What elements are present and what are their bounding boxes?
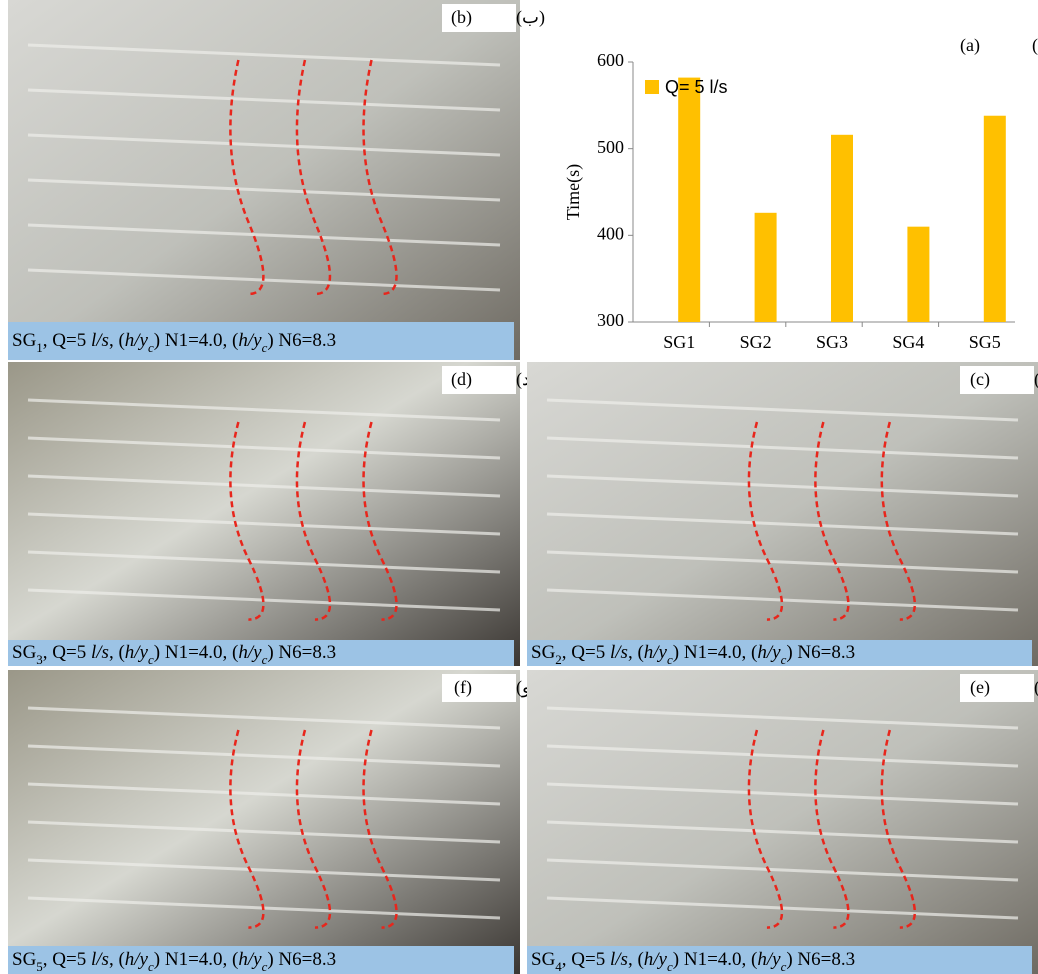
bar bbox=[984, 116, 1006, 322]
caption-part: h/y bbox=[757, 949, 781, 970]
caption-part: h/y bbox=[125, 642, 149, 663]
photo bbox=[527, 670, 1038, 974]
caption-part: l/s bbox=[91, 330, 109, 351]
panel-label: (c) bbox=[970, 369, 990, 390]
caption-part: ) N1=4.0, ( bbox=[154, 330, 239, 351]
caption-part: , ( bbox=[109, 642, 125, 663]
bar bbox=[755, 213, 777, 322]
y-axis-title: Time(s) bbox=[563, 164, 584, 220]
caption-part: , Q=5 bbox=[562, 949, 610, 970]
caption-part: h/y bbox=[238, 330, 262, 351]
x-tick-label: SG4 bbox=[892, 332, 924, 352]
figure: SG1, Q=5 l/s, (h/yc) N1=4.0, (h/yc) N6=8… bbox=[0, 0, 1038, 974]
caption-part: ) N6=8.3 bbox=[267, 642, 336, 663]
caption-part: , ( bbox=[628, 949, 644, 970]
caption-part: ) N1=4.0, ( bbox=[154, 642, 239, 663]
caption-part: SG bbox=[531, 642, 556, 663]
caption-part: SG bbox=[12, 330, 37, 351]
caption-part: h/y bbox=[238, 949, 262, 970]
caption-part: , Q=5 bbox=[43, 949, 91, 970]
caption-part: , ( bbox=[628, 642, 644, 663]
chart-label-fa: (الف) bbox=[1032, 35, 1038, 56]
caption-part: ) N6=8.3 bbox=[786, 949, 855, 970]
caption-part: h/y bbox=[125, 330, 149, 351]
legend-swatch bbox=[645, 80, 659, 94]
photo bbox=[8, 362, 520, 666]
panel-label: (b) bbox=[451, 7, 472, 28]
caption-part: l/s bbox=[91, 949, 109, 970]
bar bbox=[907, 227, 929, 322]
caption-part: ) N6=8.3 bbox=[267, 949, 336, 970]
caption-part: SG bbox=[12, 642, 37, 663]
caption-part: , Q=5 bbox=[43, 330, 91, 351]
panel-label: (e) bbox=[970, 677, 990, 698]
photo bbox=[527, 362, 1038, 666]
caption-part: , Q=5 bbox=[562, 642, 610, 663]
y-tick-label: 300 bbox=[597, 310, 624, 330]
caption-part: h/y bbox=[238, 642, 262, 663]
caption-part: l/s bbox=[610, 642, 628, 663]
caption-part: h/y bbox=[644, 949, 668, 970]
y-tick-label: 600 bbox=[597, 50, 624, 70]
caption-part: ) N1=4.0, ( bbox=[673, 949, 758, 970]
caption-part: h/y bbox=[644, 642, 668, 663]
y-tick-label: 500 bbox=[597, 137, 624, 157]
x-tick-label: SG1 bbox=[663, 332, 695, 352]
caption-part: h/y bbox=[125, 949, 149, 970]
caption: SG5, Q=5 l/s, (h/yc) N1=4.0, (h/yc) N6=8… bbox=[12, 949, 336, 974]
x-tick-label: SG3 bbox=[816, 332, 848, 352]
panel-label: (d) bbox=[451, 369, 472, 390]
panel-label-fa: (ب) bbox=[516, 7, 545, 28]
bar bbox=[678, 78, 700, 322]
caption-part: l/s bbox=[610, 949, 628, 970]
caption: SG4, Q=5 l/s, (h/yc) N1=4.0, (h/yc) N6=8… bbox=[531, 949, 855, 974]
caption-part: , ( bbox=[109, 330, 125, 351]
caption-part: l/s bbox=[91, 642, 109, 663]
caption-part: SG bbox=[12, 949, 37, 970]
panel-label-fa: (ه) bbox=[1034, 677, 1038, 698]
caption-part: , ( bbox=[109, 949, 125, 970]
caption-part: ) N1=4.0, ( bbox=[673, 642, 758, 663]
caption-part: SG bbox=[531, 949, 556, 970]
x-tick-label: SG5 bbox=[969, 332, 1001, 352]
panel-label: (f) bbox=[454, 677, 472, 698]
x-tick-label: SG2 bbox=[740, 332, 772, 352]
y-tick-label: 400 bbox=[597, 223, 624, 243]
caption-part: h/y bbox=[757, 642, 781, 663]
legend-label: Q= 5 l/s bbox=[665, 77, 728, 97]
panel-label-fa: (ج) bbox=[1034, 369, 1038, 390]
bar bbox=[831, 135, 853, 322]
chart-label: (a) bbox=[960, 35, 980, 56]
caption-part: ) N1=4.0, ( bbox=[154, 949, 239, 970]
caption-part: ) N6=8.3 bbox=[786, 642, 855, 663]
caption-part: , Q=5 bbox=[43, 642, 91, 663]
photo bbox=[8, 670, 520, 974]
caption-part: ) N6=8.3 bbox=[267, 330, 336, 351]
